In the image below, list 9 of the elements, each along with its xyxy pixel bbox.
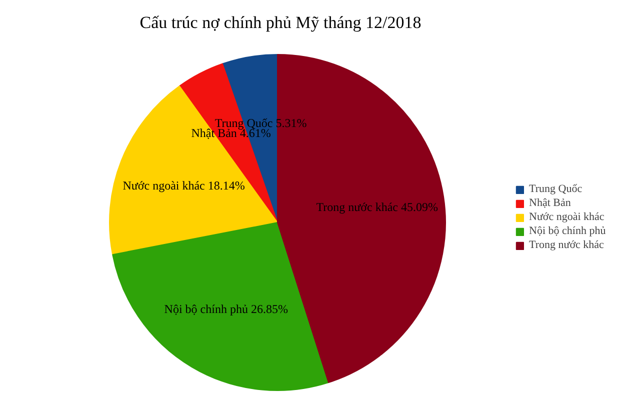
legend-label: Trong nước khác — [529, 239, 604, 251]
category-label: Nội bộ chính phủ 26.85% — [164, 302, 288, 316]
legend-label: Nội bộ chính phủ — [529, 225, 606, 237]
legend-label: Trung Quốc — [529, 183, 582, 195]
category-label: Trong nước khác 45.09% — [316, 200, 438, 214]
legend-label: Nhật Bản — [529, 197, 571, 209]
chart-title: Cấu trúc nợ chính phủ Mỹ tháng 12/2018 — [140, 13, 422, 32]
category-label: Nước ngoài khác 18.14% — [122, 178, 245, 192]
legend-label: Nước ngoài khác — [529, 211, 604, 223]
